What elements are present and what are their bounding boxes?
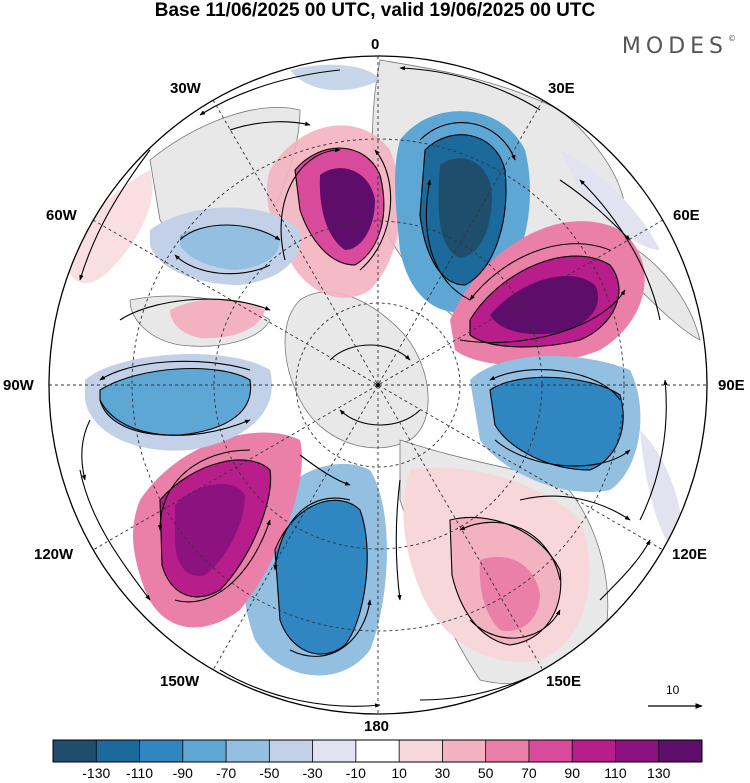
colorbar-swatch [658, 740, 703, 762]
colorbar-swatch [399, 740, 443, 762]
anomaly-lobe-pos-north-peak [319, 168, 375, 250]
colorbar-tick-label: -90 [173, 765, 193, 781]
colorbar-swatch [139, 740, 184, 762]
anomaly-lobe-neg-north-ne-peak [438, 158, 492, 258]
colorbar-swatch [226, 740, 270, 762]
wind-streamlines [79, 66, 668, 708]
colorbar-frame [52, 739, 703, 763]
outer-tint-pos-west [60, 170, 153, 284]
colorbar-labels: -130 -110 -90 -70 -50 -30 -10 10 30 50 70 90 110 130 [82, 765, 670, 781]
colorbar-tick-label: -50 [259, 765, 279, 781]
colorbar-swatch [53, 740, 97, 762]
colorbar-tick-label: -30 [302, 765, 322, 781]
colorbar-tick-label: 10 [391, 765, 407, 781]
colorbar-tick-label: 50 [478, 765, 494, 781]
grid-label-150w: 150W [160, 673, 200, 690]
colorbar-swatch [442, 740, 487, 762]
colorbar-tick-label: 70 [521, 765, 537, 781]
grid-label-90w: 90W [3, 377, 34, 394]
grid-label-120e: 120E [672, 546, 708, 563]
brand-mark: © [728, 34, 736, 43]
grid-label-30w: 30W [170, 80, 201, 97]
anomaly-lobe-neg-south-core [275, 500, 368, 655]
grid-label-30e: 30E [548, 80, 575, 97]
grid-label-90e: 90E [718, 377, 745, 394]
brand-name: MODES [621, 34, 728, 59]
colorbar-swatch [572, 740, 616, 762]
colorbar-swatch [182, 740, 227, 762]
colorbar-swatch [615, 740, 660, 762]
colorbar-tick-label: 30 [435, 765, 451, 781]
grid-label-0: 0 [371, 36, 380, 53]
colorbar-tick-label: 110 [604, 765, 627, 781]
colorbar-swatch [485, 740, 530, 762]
grid-label-120w: 120W [34, 546, 74, 563]
colorbar-tick-label: 130 [647, 765, 671, 781]
anomaly-lobe-pos-southwest-peak [175, 483, 245, 576]
colorbar-swatch [312, 740, 357, 762]
plot-title: Base 11/06/2025 00 UTC, valid 19/06/2025… [154, 0, 596, 21]
grid-label-150e: 150E [546, 673, 582, 690]
grid-label-60w: 60W [46, 207, 77, 224]
anomaly-lobe-pos-northeast-peak [490, 276, 599, 335]
colorbar-swatch [96, 740, 141, 762]
anomaly-field [60, 64, 683, 676]
outer-tint-neg-northeast [560, 150, 660, 250]
anomaly-lobe-neg-east-core [490, 377, 624, 470]
colorbar-swatch [528, 740, 573, 762]
anomaly-lobe-pos-southeast-peak [479, 556, 540, 631]
colorbar-swatch [269, 740, 314, 762]
colorbar-tick-label: -130 [82, 765, 110, 781]
brand-logo: MODES© [622, 34, 736, 59]
colorbar-tick-label: 90 [564, 765, 580, 781]
map-boundary [48, 55, 708, 715]
colorbar-tick-label: -10 [346, 765, 366, 781]
colorbar [52, 739, 703, 763]
anomaly-lobe-pos-greenland [170, 298, 265, 339]
anomaly-lobe-neg-northwest-core [180, 224, 280, 270]
outer-tint-neg-north [290, 64, 380, 91]
grid-label-60e: 60E [673, 207, 700, 224]
lat-lon-grid [49, 56, 707, 714]
colorbar-swatch [355, 740, 400, 762]
outer-tint-neg-east [640, 430, 683, 560]
colorbar-tick-label: -110 [126, 765, 153, 781]
north-pole-marker [376, 383, 380, 387]
colorbar-tick-label: -70 [216, 765, 236, 781]
grid-label-180: 180 [364, 718, 390, 735]
wind-reference-label: 10 [666, 683, 680, 697]
